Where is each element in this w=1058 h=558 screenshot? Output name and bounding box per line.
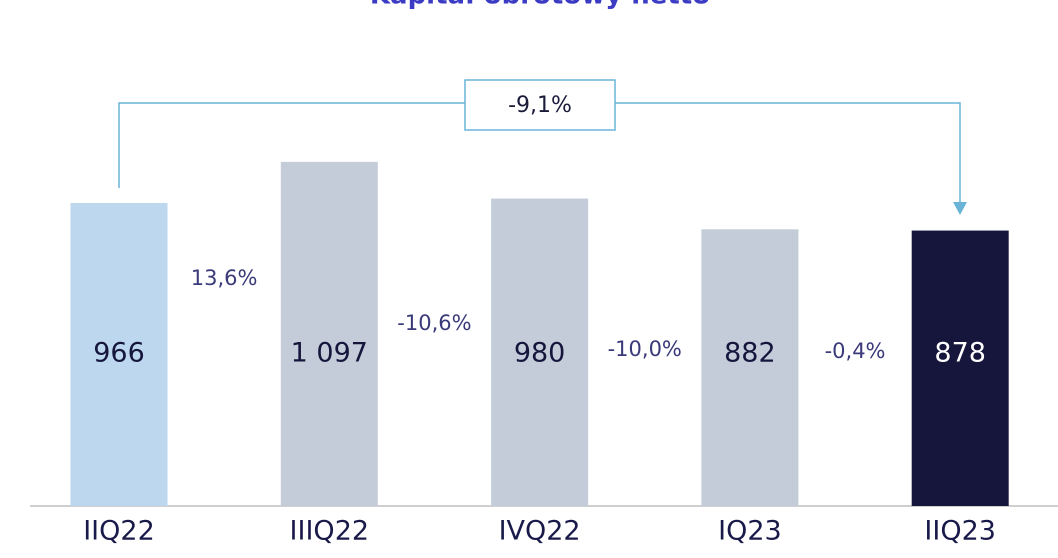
change-label: -10,6% bbox=[397, 311, 471, 335]
bracket-left bbox=[118, 102, 465, 188]
bar bbox=[280, 161, 378, 506]
bar bbox=[701, 229, 799, 507]
bar bbox=[911, 230, 1009, 506]
value-label: 980 bbox=[514, 338, 566, 369]
x-tick-label: IIQ23 bbox=[924, 516, 996, 547]
change-label: -0,4% bbox=[825, 339, 886, 363]
total-change: -9,1% bbox=[508, 93, 572, 118]
chart-title: Kapitał obrotowy netto bbox=[370, 0, 710, 11]
bar bbox=[491, 198, 589, 506]
change-label: -10,0% bbox=[608, 337, 682, 361]
change-label: 13,6% bbox=[191, 266, 258, 290]
arrow-head bbox=[953, 202, 967, 215]
bar bbox=[70, 202, 168, 506]
value-label: 1 097 bbox=[291, 338, 368, 369]
x-tick-label: IIIQ22 bbox=[290, 516, 370, 547]
bracket-right bbox=[615, 102, 961, 205]
x-tick-label: IVQ22 bbox=[499, 516, 581, 547]
x-tick-label: IIQ22 bbox=[83, 516, 155, 547]
total-change-box bbox=[464, 79, 616, 131]
x-tick-label: IQ23 bbox=[718, 516, 782, 547]
value-label: 878 bbox=[934, 338, 986, 369]
value-label: 882 bbox=[724, 338, 776, 369]
value-label: 966 bbox=[93, 338, 145, 369]
